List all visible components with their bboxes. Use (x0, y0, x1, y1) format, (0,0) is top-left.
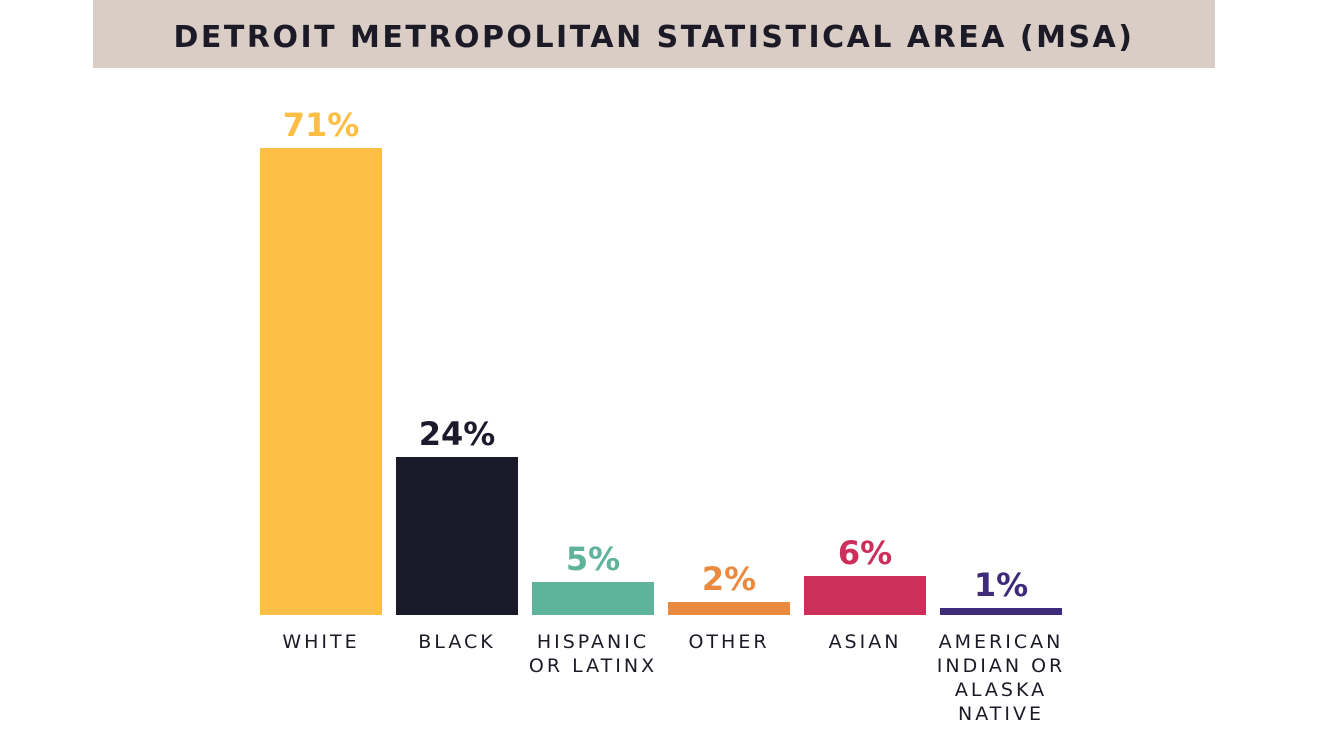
value-label: 2% (701, 559, 757, 598)
bar (260, 147, 382, 615)
value-label: 71% (282, 105, 360, 144)
value-label: 24% (418, 415, 496, 454)
value-label: 1% (973, 566, 1029, 605)
x-tick-label: AMERICAN INDIAN OR ALASKA NATIVE (936, 631, 1066, 725)
x-tick-label: OTHER (688, 631, 770, 653)
title-band (93, 0, 1215, 68)
chart-title: DETROIT METROPOLITAN STATISTICAL AREA (M… (173, 20, 1135, 55)
value-label: 5% (565, 540, 621, 579)
x-tick-label: BLACK (418, 631, 496, 653)
bar (396, 457, 518, 615)
bar (804, 575, 926, 615)
x-tick-label: WHITE (282, 631, 360, 653)
bar (940, 608, 1062, 615)
bar (532, 582, 654, 615)
x-tick-label: HISPANIC OR LATINX (528, 631, 658, 677)
bar (668, 601, 790, 615)
value-label: 6% (837, 533, 893, 572)
x-tick-label: ASIAN (828, 631, 902, 653)
